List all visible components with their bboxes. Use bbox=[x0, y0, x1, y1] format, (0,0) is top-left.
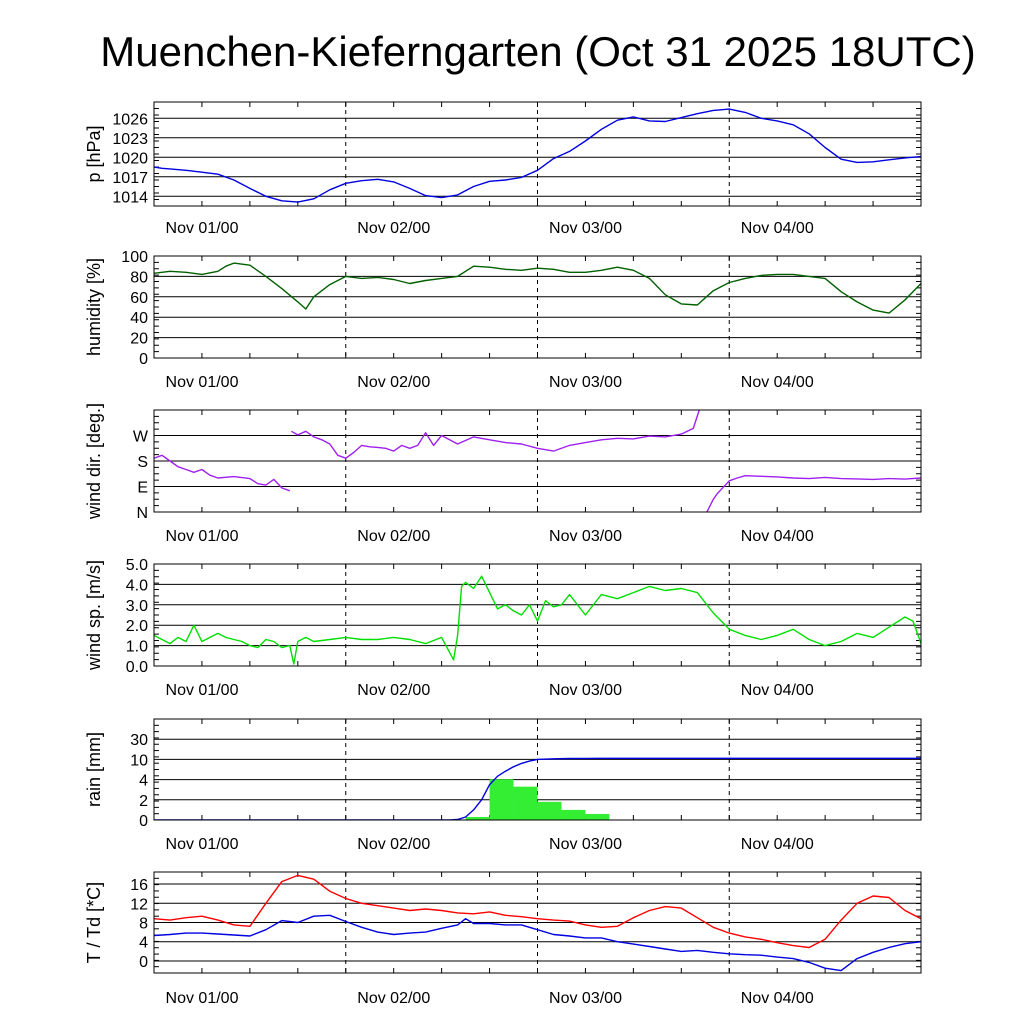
y-axis-label: wind dir. [deg.] bbox=[84, 403, 104, 520]
y-tick-label: 4 bbox=[139, 935, 148, 952]
panel-frame bbox=[153, 101, 922, 207]
panel-frame bbox=[153, 409, 922, 513]
series-line-td bbox=[154, 914, 921, 972]
y-axis-label: p [hPa] bbox=[84, 125, 104, 182]
panel-wind_speed: 0.0 1.0 2.0 3.0 4.0 5.0 Nov 01/00 Nov 02/00 Nov … bbox=[84, 557, 922, 699]
x-tick-label: Nov 01/00 bbox=[166, 528, 239, 545]
x-tick-label: Nov 01/00 bbox=[166, 374, 239, 391]
y-tick-label: 5.0 bbox=[126, 557, 148, 574]
y-tick-label: W bbox=[133, 429, 149, 446]
y-tick-label: 2 bbox=[139, 793, 148, 810]
y-axis-label: rain [mm] bbox=[84, 732, 104, 807]
x-tick-label: Nov 04/00 bbox=[741, 990, 814, 1007]
y-tick-label: 0 bbox=[139, 813, 148, 830]
y-tick-label: 40 bbox=[130, 310, 148, 327]
y-tick-label: 0.0 bbox=[126, 659, 148, 676]
chart-title: Muenchen-Kieferngarten (Oct 31 2025 18UT… bbox=[100, 28, 975, 75]
x-tick-label: Nov 02/00 bbox=[357, 682, 430, 699]
series-line-direction-3 bbox=[706, 475, 921, 512]
x-tick-label: Nov 03/00 bbox=[549, 374, 622, 391]
panel-frame bbox=[153, 255, 922, 359]
series-line-direction-2 bbox=[291, 410, 700, 459]
series-line-direction-1 bbox=[154, 454, 291, 492]
panel-pressure: 1014 1017 1020 1023 1026 Nov 01/00 Nov 02/00 No… bbox=[84, 101, 922, 237]
y-tick-label: 10 bbox=[130, 752, 148, 769]
y-axis-label: wind sp. [m/s] bbox=[84, 560, 104, 671]
x-tick-label: Nov 03/00 bbox=[549, 836, 622, 853]
panel-frame bbox=[153, 563, 922, 667]
x-tick-label: Nov 03/00 bbox=[549, 220, 622, 237]
y-tick-label: 16 bbox=[130, 877, 148, 894]
x-tick-label: Nov 02/00 bbox=[357, 836, 430, 853]
y-tick-label: 1014 bbox=[112, 189, 148, 206]
x-tick-label: Nov 01/00 bbox=[166, 836, 239, 853]
y-tick-label: 1023 bbox=[112, 131, 148, 148]
x-tick-label: Nov 04/00 bbox=[741, 374, 814, 391]
y-tick-label: 12 bbox=[130, 896, 148, 913]
y-tick-label: 4.0 bbox=[126, 577, 148, 594]
x-tick-label: Nov 01/00 bbox=[166, 220, 239, 237]
x-tick-label: Nov 02/00 bbox=[357, 528, 430, 545]
y-tick-label: 80 bbox=[130, 269, 148, 286]
series-line-humidity bbox=[154, 262, 921, 314]
y-tick-label: 1017 bbox=[112, 170, 148, 187]
y-tick-label: 1.0 bbox=[126, 639, 148, 656]
rain-bar bbox=[489, 779, 514, 820]
y-tick-label: 3.0 bbox=[126, 598, 148, 615]
x-tick-label: Nov 04/00 bbox=[741, 682, 814, 699]
series-line-t bbox=[154, 874, 921, 949]
series-line-accumulated-rain bbox=[154, 757, 921, 820]
y-tick-label: N bbox=[136, 505, 148, 522]
rain-bar bbox=[561, 809, 586, 820]
x-tick-label: Nov 04/00 bbox=[741, 836, 814, 853]
y-tick-label: 0 bbox=[139, 954, 148, 971]
x-tick-label: Nov 02/00 bbox=[357, 220, 430, 237]
y-tick-label: 30 bbox=[130, 732, 148, 749]
panel-rain: 0 2 4 10 30 Nov 01/00 Nov 02/00 Nov 03/00 Nov 04… bbox=[84, 718, 922, 853]
y-tick-label: 0 bbox=[139, 351, 148, 368]
y-tick-label: 4 bbox=[139, 773, 148, 790]
rain-bar bbox=[537, 801, 562, 820]
x-tick-label: Nov 04/00 bbox=[741, 220, 814, 237]
x-tick-label: Nov 03/00 bbox=[549, 528, 622, 545]
panel-temperature: 0 4 8 12 16 Nov 01/00 Nov 02/00 Nov 03/00 Nov 04… bbox=[84, 871, 922, 1007]
y-tick-label: 100 bbox=[121, 249, 148, 266]
rain-bar bbox=[465, 816, 490, 820]
panel-frame bbox=[153, 871, 922, 974]
series-line-pressure bbox=[154, 108, 921, 203]
y-tick-label: 60 bbox=[130, 290, 148, 307]
y-tick-label: 1020 bbox=[112, 150, 148, 167]
x-tick-label: Nov 02/00 bbox=[357, 990, 430, 1007]
x-tick-label: Nov 04/00 bbox=[741, 528, 814, 545]
x-tick-label: Nov 01/00 bbox=[166, 990, 239, 1007]
rain-bar bbox=[513, 786, 538, 820]
y-axis-label: T / Td [*C] bbox=[84, 882, 104, 963]
x-tick-label: Nov 03/00 bbox=[549, 682, 622, 699]
x-tick-label: Nov 01/00 bbox=[166, 682, 239, 699]
panel-frame bbox=[153, 718, 922, 821]
y-tick-label: 1026 bbox=[112, 111, 148, 128]
x-tick-label: Nov 02/00 bbox=[357, 374, 430, 391]
series-line-wind-speed bbox=[154, 575, 921, 665]
y-tick-label: 8 bbox=[139, 916, 148, 933]
panel-humidity: 0 20 40 60 80 100 Nov 01/00 Nov 02/00 Nov 03/00 N… bbox=[84, 249, 922, 391]
x-tick-label: Nov 03/00 bbox=[549, 990, 622, 1007]
y-tick-label: E bbox=[137, 480, 148, 497]
y-axis-label: humidity [%] bbox=[84, 258, 104, 356]
y-tick-label: 2.0 bbox=[126, 618, 148, 635]
y-tick-label: S bbox=[137, 454, 148, 471]
y-tick-label: 20 bbox=[130, 331, 148, 348]
rain-bar bbox=[585, 813, 610, 820]
